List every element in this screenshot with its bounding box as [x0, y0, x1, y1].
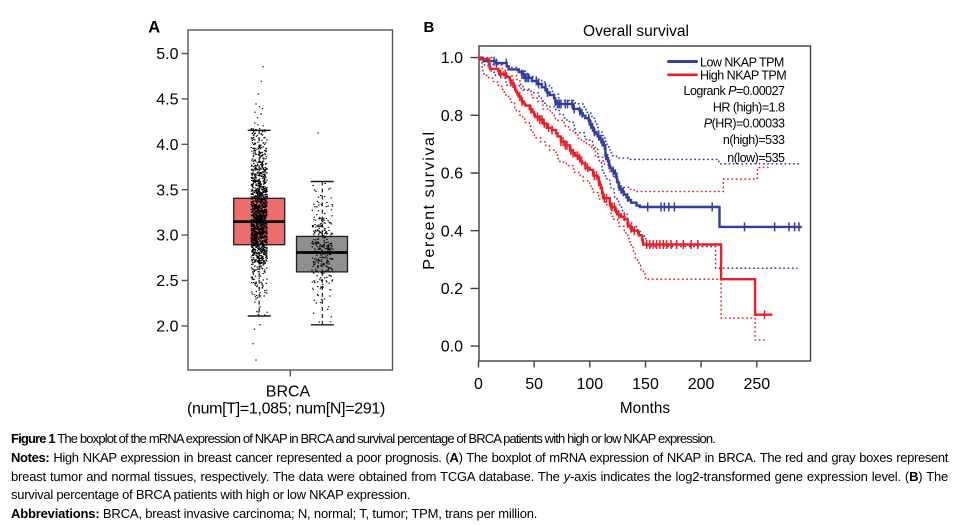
- svg-text:2.5: 2.5: [156, 273, 178, 290]
- svg-text:n(high)=533: n(high)=533: [723, 133, 785, 147]
- svg-text:(num[T]=1,085; num[N]=291): (num[T]=1,085; num[N]=291): [187, 401, 385, 418]
- svg-text:BRCA: BRCA: [266, 384, 311, 401]
- svg-text:0.6: 0.6: [441, 166, 463, 183]
- svg-text:B: B: [424, 19, 435, 36]
- svg-text:Overall survival: Overall survival: [583, 23, 689, 40]
- svg-text:4.5: 4.5: [156, 92, 178, 109]
- svg-text:Months: Months: [620, 400, 671, 417]
- svg-text:1.0: 1.0: [441, 50, 463, 67]
- svg-text:5.0: 5.0: [156, 46, 178, 63]
- svg-text:150: 150: [632, 376, 659, 393]
- svg-text:HR (high)=1.8: HR (high)=1.8: [713, 100, 785, 114]
- svg-text:0: 0: [474, 376, 483, 393]
- svg-text:0.4: 0.4: [441, 223, 463, 240]
- svg-text:250: 250: [743, 376, 770, 393]
- svg-text:Low NKAP TPM: Low NKAP TPM: [700, 55, 784, 69]
- svg-text:n(low)=535: n(low)=535: [727, 151, 785, 165]
- svg-text:Logrank P=0.00027: Logrank P=0.00027: [684, 84, 786, 98]
- svg-text:3.0: 3.0: [156, 228, 178, 245]
- svg-text:200: 200: [688, 376, 715, 393]
- svg-text:0.2: 0.2: [441, 281, 463, 298]
- svg-text:High NKAP TPM: High NKAP TPM: [700, 69, 786, 83]
- svg-text:0.8: 0.8: [441, 108, 463, 125]
- svg-text:3.5: 3.5: [156, 182, 178, 199]
- svg-text:A: A: [148, 18, 160, 36]
- svg-text:2.0: 2.0: [156, 319, 178, 336]
- svg-text:Percent survival: Percent survival: [421, 130, 438, 269]
- svg-text:0.0: 0.0: [441, 339, 463, 356]
- svg-text:50: 50: [525, 376, 543, 393]
- svg-text:4.0: 4.0: [156, 137, 178, 154]
- svg-text:100: 100: [576, 376, 603, 393]
- svg-text:P(HR)=0.00033: P(HR)=0.00033: [704, 117, 785, 131]
